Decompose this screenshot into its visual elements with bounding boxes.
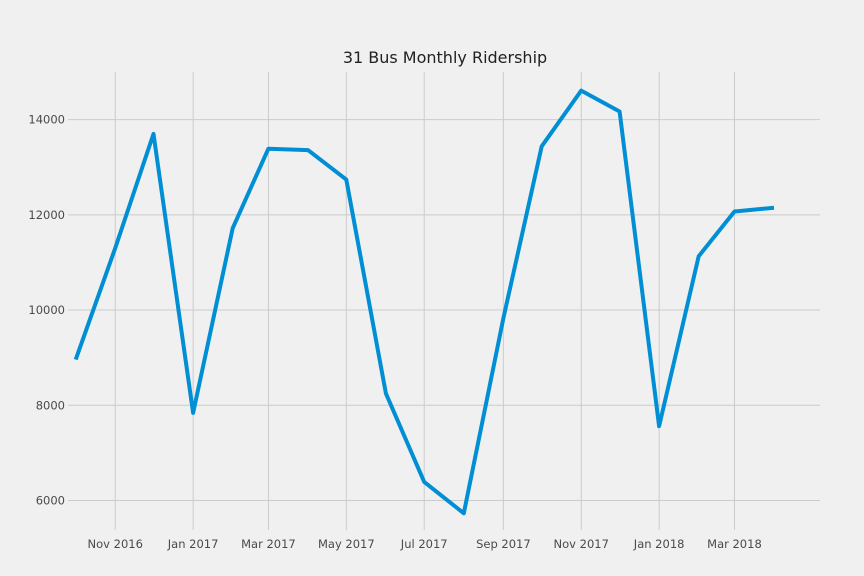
x-tick-label: Jan 2017 <box>167 537 219 551</box>
x-tick-label: Jul 2017 <box>400 537 448 551</box>
x-tick-label: Sep 2017 <box>476 537 531 551</box>
y-tick-label: 10000 <box>28 303 65 317</box>
y-tick-label: 6000 <box>36 493 65 507</box>
y-tick-label: 14000 <box>28 113 65 127</box>
y-tick-label: 12000 <box>28 208 65 222</box>
series-group <box>73 88 775 516</box>
x-tick-label: Jan 2018 <box>633 537 685 551</box>
y-tick-label: 8000 <box>36 398 65 412</box>
x-tick-label: Nov 2016 <box>88 537 143 551</box>
x-tick-label: May 2017 <box>318 537 375 551</box>
x-tick-label: Mar 2017 <box>241 537 296 551</box>
y-axis-tick-labels: 6000 8000 10000 12000 14000 <box>28 113 65 508</box>
series-line <box>73 88 775 516</box>
x-axis-tick-labels: Nov 2016 Jan 2017 Mar 2017 May 2017 Jul 2017… <box>88 537 762 551</box>
chart-title: 31 Bus Monthly Ridership <box>343 48 547 67</box>
x-tick-label: Mar 2018 <box>707 537 762 551</box>
y-gridlines <box>68 119 820 501</box>
x-tick-label: Nov 2017 <box>554 537 609 551</box>
